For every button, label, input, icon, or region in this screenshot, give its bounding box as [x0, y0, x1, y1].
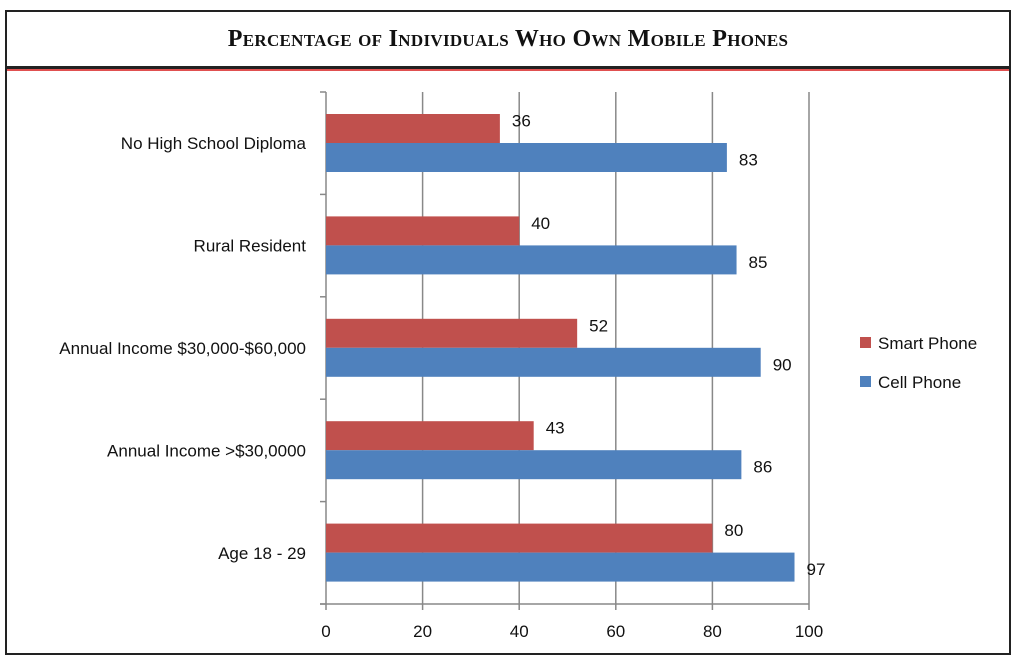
legend-label: Cell Phone	[878, 373, 961, 392]
category-label: Annual Income >$30,0000	[107, 441, 306, 460]
chart-title: Percentage of Individuals Who Own Mobile…	[227, 26, 789, 52]
bar-cell-phone	[326, 450, 742, 480]
data-label: 85	[749, 253, 768, 272]
legend-swatch	[860, 337, 871, 348]
category-label: Annual Income $30,000-$60,000	[59, 339, 306, 358]
title-box: Percentage of Individuals Who Own Mobile…	[7, 12, 1009, 69]
bar-smart-phone	[326, 114, 500, 143]
x-tick-label: 60	[606, 622, 625, 641]
x-tick-label: 0	[321, 622, 330, 641]
category-label: Rural Resident	[194, 237, 307, 256]
x-tick-label: 80	[703, 622, 722, 641]
data-label: 90	[773, 355, 792, 374]
x-tick-label: 20	[413, 622, 432, 641]
legend-label: Smart Phone	[878, 334, 977, 353]
category-label: Age 18 - 29	[218, 544, 306, 563]
data-label: 83	[739, 151, 758, 170]
bar-cell-phone	[326, 552, 795, 582]
data-label: 86	[753, 458, 772, 477]
legend-swatch	[860, 376, 871, 387]
data-label: 80	[724, 521, 743, 540]
bar-cell-phone	[326, 245, 737, 275]
data-label: 97	[807, 560, 826, 579]
category-label: No High School Diploma	[121, 134, 307, 153]
data-label: 40	[531, 214, 550, 233]
bar-smart-phone	[326, 318, 578, 348]
bar-smart-phone	[326, 421, 534, 451]
x-tick-label: 40	[510, 622, 529, 641]
x-tick-label: 100	[795, 622, 823, 641]
chart-frame: Percentage of Individuals Who Own Mobile…	[5, 10, 1011, 655]
data-label: 43	[546, 419, 565, 438]
bar-smart-phone	[326, 216, 520, 246]
bar-smart-phone	[326, 523, 713, 553]
data-label: 36	[512, 112, 531, 131]
bar-cell-phone	[326, 143, 727, 172]
bar-cell-phone	[326, 347, 761, 377]
data-label: 52	[589, 316, 608, 335]
